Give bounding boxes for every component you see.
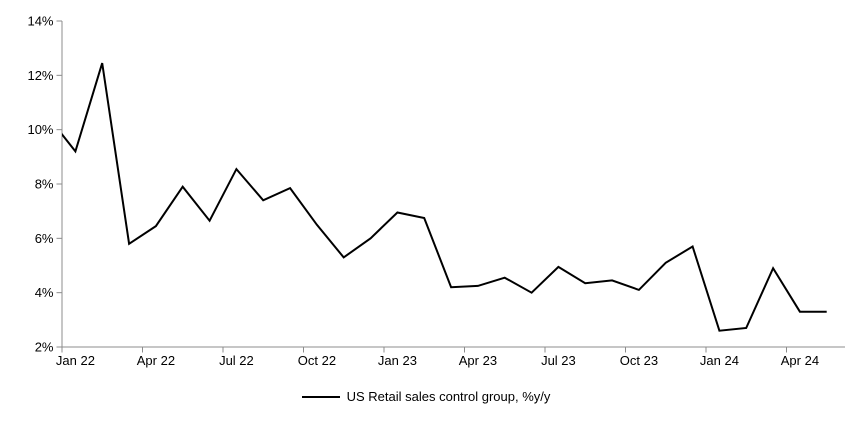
- legend: US Retail sales control group, %y/y: [0, 389, 852, 404]
- x-axis-tick-label: Jan 22: [56, 353, 95, 368]
- x-axis-tick-label: Apr 24: [781, 353, 819, 368]
- x-axis-tick-label: Jan 24: [700, 353, 739, 368]
- y-axis-tick-label: 2%: [35, 340, 54, 355]
- y-axis-tick-label: 12%: [27, 68, 53, 83]
- series-line-us-retail-control: [62, 62, 827, 332]
- y-axis-tick-label: 10%: [27, 122, 53, 137]
- x-axis-tick-label: Apr 23: [459, 353, 497, 368]
- y-axis-tick-label: 4%: [35, 285, 54, 300]
- x-axis-tick-label: Oct 23: [620, 353, 658, 368]
- y-axis-tick-label: 8%: [35, 177, 54, 192]
- legend-line-swatch: [301, 395, 340, 398]
- x-axis-tick-label: Jan 23: [378, 353, 417, 368]
- series-group: [62, 62, 827, 332]
- x-axis-tick-label: Apr 22: [137, 353, 175, 368]
- legend-label: US Retail sales control group, %y/y: [346, 389, 551, 404]
- x-axis-tick-label: Jul 23: [541, 353, 576, 368]
- y-axis-tick-label: 14%: [27, 14, 53, 29]
- x-axis-tick-label: Jul 22: [219, 353, 254, 368]
- x-axis-tick-label: Oct 22: [298, 353, 336, 368]
- y-axis-tick-label: 6%: [35, 231, 54, 246]
